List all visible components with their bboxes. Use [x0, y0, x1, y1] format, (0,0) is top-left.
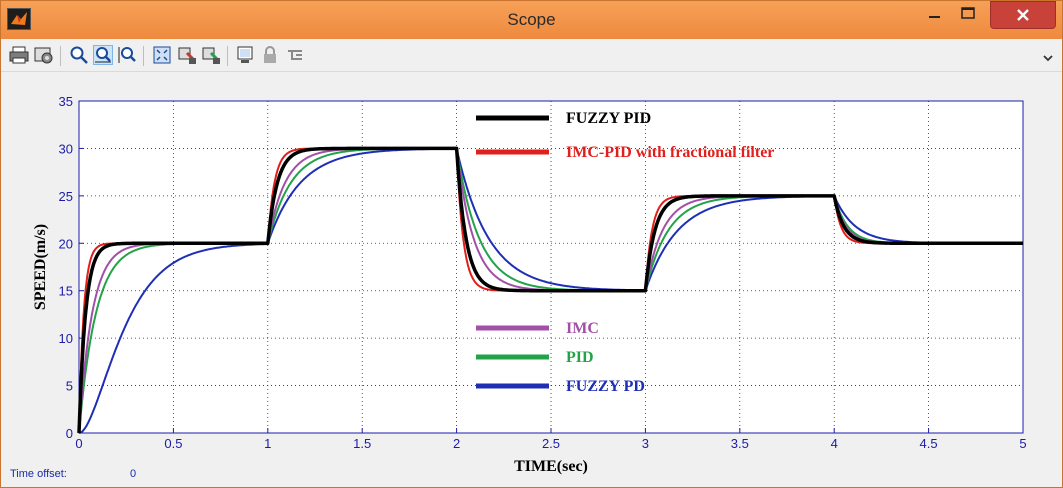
time-offset-label: Time offset: [10, 468, 67, 480]
toolbar-separator [60, 46, 61, 66]
zoom-x-icon[interactable] [93, 45, 113, 65]
legend-label: IMC [566, 320, 599, 337]
floating-scope-icon[interactable] [235, 45, 255, 65]
print-icon[interactable] [9, 45, 29, 65]
restore-axes-icon[interactable] [201, 45, 221, 65]
matlab-icon [7, 8, 31, 30]
y-axis-label: SPEED(m/s) [32, 224, 49, 310]
legend-label: PID [566, 349, 594, 366]
signal-selection-icon[interactable] [285, 45, 305, 65]
scope-plot-area: 0 0.5 1 1.5 2 2.5 3 3.5 4 4.5 5 0 5 10 15 20 25 30 35 TIME(… [6, 72, 1057, 486]
x-tick-label: 3 [642, 436, 649, 451]
plot-background [78, 100, 1024, 434]
y-tick-label: 20 [59, 236, 73, 251]
zoom-y-icon[interactable] [117, 45, 137, 65]
x-tick-label: 0.5 [164, 436, 182, 451]
x-tick-label: 5 [1019, 436, 1026, 451]
speed-chart: 0 0.5 1 1.5 2 2.5 3 3.5 4 4.5 5 0 5 10 15 20 25 30 35 TIME(… [32, 94, 1027, 475]
y-tick-label: 10 [59, 331, 73, 346]
y-tick-label: 35 [59, 94, 73, 109]
y-tick-label: 15 [59, 284, 73, 299]
x-tick-label: 2 [453, 436, 460, 451]
save-axes-icon[interactable] [177, 45, 197, 65]
toolbar-overflow-icon[interactable] [1041, 51, 1055, 65]
x-tick-label: 2.5 [542, 436, 560, 451]
x-tick-label: 4.5 [920, 436, 938, 451]
series-line [78, 147, 1024, 434]
legend-label: FUZZY PID [566, 110, 651, 127]
y-tick-label: 0 [66, 426, 73, 441]
y-tick-label: 25 [59, 189, 73, 204]
y-tick-label: 5 [66, 379, 73, 394]
y-tick-label: 30 [59, 141, 73, 156]
toolbar-separator [143, 46, 144, 66]
toolbar-separator [227, 46, 228, 66]
legend-label: FUZZY PD [566, 378, 645, 395]
legend-label: IMC-PID with fractional filter [566, 144, 774, 161]
x-tick-label: 1 [264, 436, 271, 451]
minimize-button[interactable] [919, 1, 951, 29]
maximize-button[interactable] [952, 1, 984, 29]
toolbar [1, 39, 1062, 72]
x-tick-label: 1.5 [353, 436, 371, 451]
title-bar[interactable]: Scope [1, 1, 1062, 39]
x-tick-label: 0 [75, 436, 82, 451]
lock-icon[interactable] [260, 45, 280, 65]
window-title: Scope [507, 10, 556, 29]
x-axis-label: TIME(sec) [514, 458, 588, 475]
zoom-icon[interactable] [69, 45, 89, 65]
time-offset-value: 0 [130, 468, 137, 480]
x-tick-label: 4 [831, 436, 838, 451]
x-tick-label: 3.5 [731, 436, 749, 451]
close-button[interactable] [990, 1, 1056, 29]
close-icon [1017, 9, 1029, 21]
parameters-icon[interactable] [34, 45, 54, 65]
autoscale-icon[interactable] [152, 45, 172, 65]
series-line [77, 146, 1024, 434]
